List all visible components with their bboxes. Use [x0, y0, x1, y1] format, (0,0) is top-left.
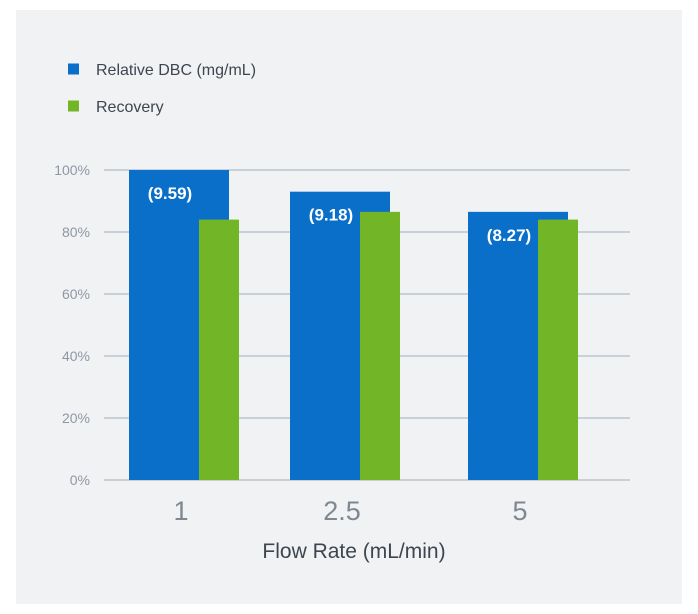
data-label-dbc-1: (9.18) — [309, 206, 353, 225]
x-tick-label-0: 1 — [173, 496, 188, 526]
y-tick-label-1: 20% — [62, 410, 90, 426]
legend-label-1: Recovery — [96, 99, 164, 116]
y-axis-tick-labels: 0% 20% 40% 60% 80% 100% — [54, 162, 90, 488]
legend-label-0: Relative DBC (mg/mL) — [96, 62, 256, 79]
data-label-dbc-0: (9.59) — [148, 184, 192, 203]
x-axis-title: Flow Rate (mL/min) — [262, 540, 445, 563]
y-tick-label-0: 0% — [70, 472, 90, 488]
data-label-dbc-2: (8.27) — [487, 226, 531, 245]
legend: Relative DBC (mg/mL) Recovery — [68, 62, 256, 116]
bar-recovery-0 — [199, 219, 239, 480]
legend-swatch-1 — [68, 100, 79, 112]
data-labels: (9.59) (9.18) (8.27) — [148, 184, 531, 245]
bars — [129, 170, 578, 480]
y-tick-label-2: 40% — [62, 348, 90, 364]
x-axis-tick-labels: 1 2.5 5 — [173, 496, 527, 526]
y-tick-label-5: 100% — [54, 162, 90, 178]
bar-recovery-2 — [538, 219, 578, 480]
x-tick-label-2: 5 — [512, 496, 527, 526]
y-tick-label-3: 60% — [62, 286, 90, 302]
x-tick-label-1: 2.5 — [323, 496, 361, 526]
legend-swatch-0 — [68, 63, 79, 75]
bar-recovery-1 — [360, 211, 400, 480]
y-tick-label-4: 80% — [62, 224, 90, 240]
